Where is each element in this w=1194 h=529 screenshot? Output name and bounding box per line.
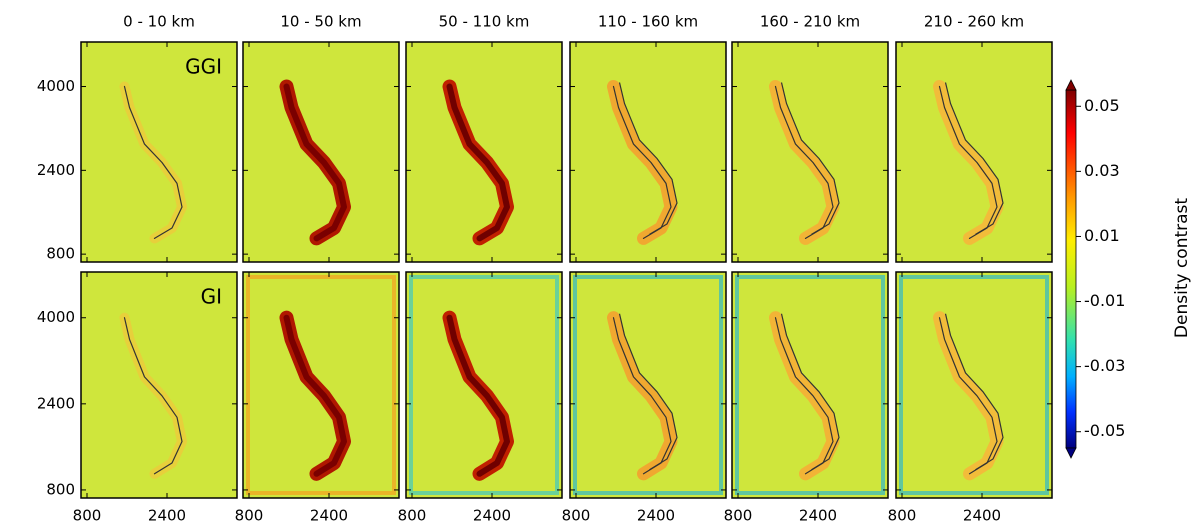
anomaly-core [446,314,510,477]
column-title: 0 - 10 km [123,13,195,31]
x-tick-label: 2400 [473,507,511,525]
y-tick-label: 4000 [37,77,75,95]
anomaly-core [283,83,347,242]
anomaly-core [938,85,998,239]
anomaly-core [774,317,834,475]
edge-artifact [899,275,1049,495]
x-tick-label: 800 [73,507,102,525]
y-tick-label: 2400 [37,161,75,179]
colorbar-tick-label: -0.03 [1084,356,1125,375]
panel-frame [895,271,1053,499]
row-label: GGI [185,55,222,79]
x-tick-label: 2400 [963,507,1001,525]
row-label: GI [201,285,222,309]
y-tick-label: 800 [46,480,75,498]
anomaly-core [944,313,1004,471]
colorbar [1065,89,1077,449]
panel-frame [80,271,238,499]
column-title: 160 - 210 km [760,13,860,31]
colorbar-tick-label: 0.05 [1084,96,1120,115]
edge-artifact [409,275,559,495]
panel-frame [242,41,400,263]
edge-artifact [573,275,723,495]
colorbar-tick-label: 0.01 [1084,226,1120,245]
x-tick-label: 800 [398,507,427,525]
colorbar-arrow [1065,79,1077,91]
colorbar-tick-label: -0.05 [1084,421,1125,440]
column-title: 110 - 160 km [598,13,698,31]
colorbar-label: Density contrast [1172,198,1192,338]
panel-frame [731,271,889,499]
x-tick-label: 2400 [799,507,837,525]
x-tick-label: 2400 [148,507,186,525]
panel [81,272,237,498]
x-tick-label: 2400 [637,507,675,525]
anomaly-core [612,85,672,239]
anomaly-core [938,317,998,475]
colorbar-tick-label: 0.03 [1084,161,1120,180]
x-tick-label: 800 [562,507,591,525]
edge-artifact [735,275,885,495]
y-tick-label: 800 [46,245,75,263]
edge-artifact [246,275,396,495]
x-tick-label: 800 [235,507,264,525]
colorbar-tick-label: -0.01 [1084,291,1125,310]
x-tick-label: 2400 [310,507,348,525]
anomaly-core [123,85,183,239]
colorbar-arrow [1065,447,1077,459]
x-tick-label: 800 [888,507,917,525]
anomaly-core [618,313,678,471]
anomaly-core [780,313,840,471]
column-title: 10 - 50 km [280,13,361,31]
panel-frame [731,41,889,263]
panel-frame [405,41,563,263]
panel-frame [895,41,1053,263]
y-tick-label: 2400 [37,394,75,412]
column-title: 50 - 110 km [439,13,530,31]
anomaly-core [283,314,347,477]
anomaly-core [774,85,834,239]
panel-frame [569,271,727,499]
panel-frame [242,271,400,499]
x-tick-label: 800 [724,507,753,525]
panel-frame [405,271,563,499]
anomaly-core [612,317,672,475]
anomaly-core [446,83,510,242]
panel-frame [80,41,238,263]
y-tick-label: 4000 [37,308,75,326]
anomaly-core [944,82,1004,235]
anomaly-core [618,82,678,235]
anomaly-core [123,317,183,475]
panel [81,42,237,262]
column-title: 210 - 260 km [924,13,1024,31]
anomaly-core [780,82,840,235]
panel-frame [569,41,727,263]
